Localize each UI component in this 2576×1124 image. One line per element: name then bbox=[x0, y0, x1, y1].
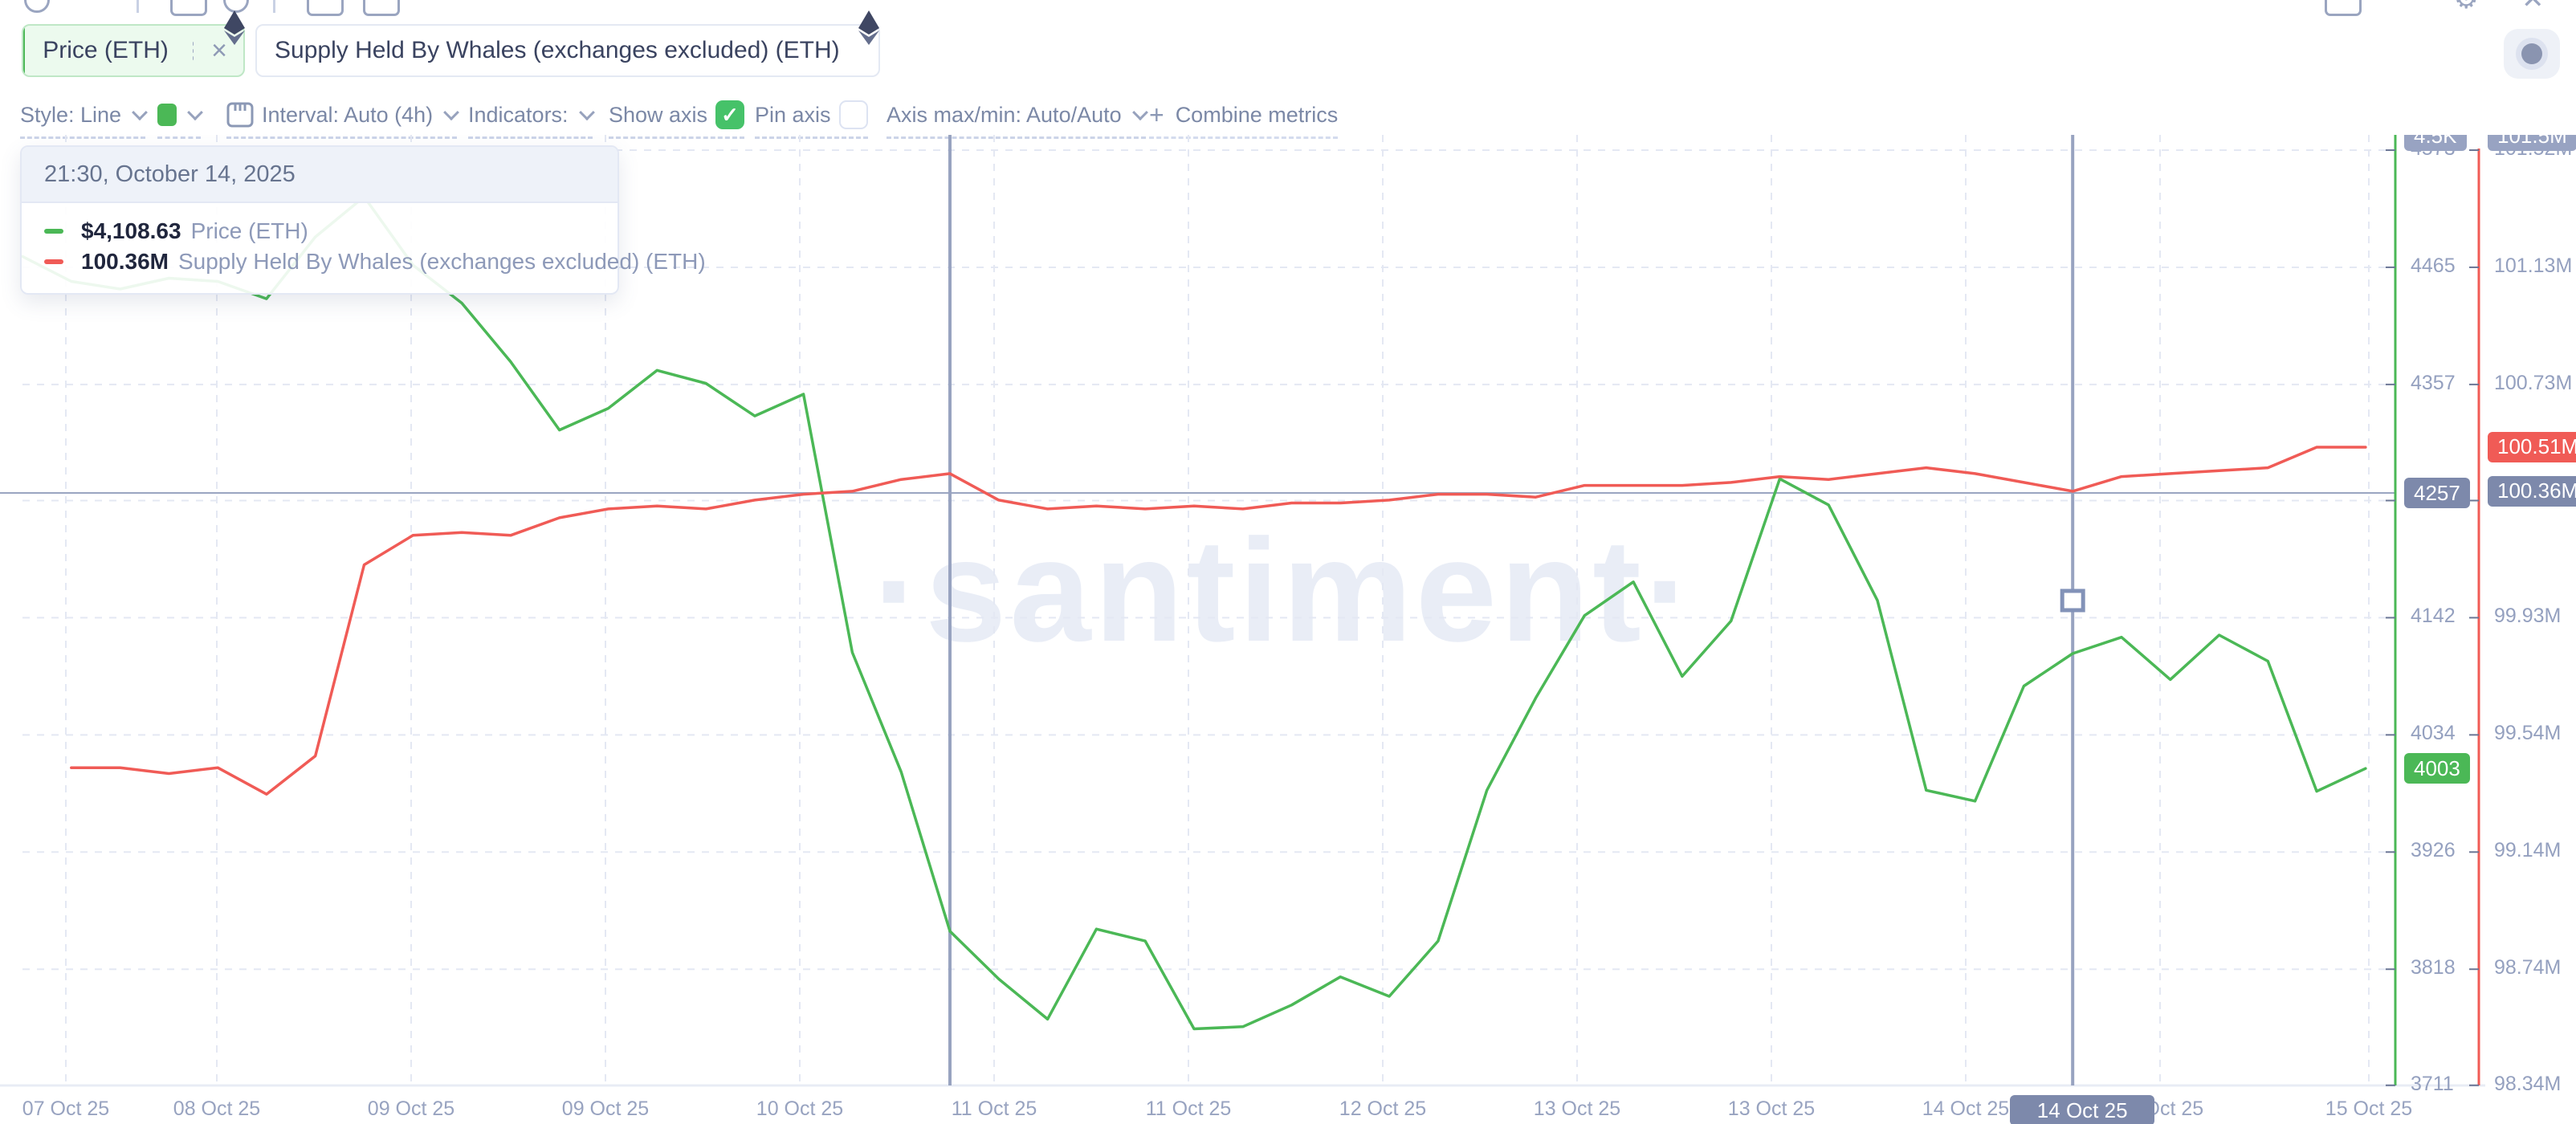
price-tick-label: 4465 bbox=[2411, 254, 2456, 277]
save-layout-icon[interactable] bbox=[307, 0, 344, 16]
tab-supply-held-by-whales[interactable]: Supply Held By Whales (exchanges exclude… bbox=[255, 24, 880, 77]
combine-metrics-button[interactable]: + Combine metrics bbox=[1149, 96, 1339, 139]
tab-label: Price (ETH) bbox=[43, 37, 169, 63]
pin-axis-label: Pin axis bbox=[755, 102, 831, 127]
supply-line bbox=[70, 446, 2367, 796]
supply-axis-max-badge[interactable]: 101.5M bbox=[2488, 135, 2576, 151]
tab-color-bar bbox=[23, 26, 26, 75]
indicators-label: Indicators: bbox=[468, 102, 569, 127]
date-tick-label: 10 Oct 25 bbox=[756, 1098, 844, 1120]
price-axis-max-badge[interactable]: 4.5K bbox=[2404, 135, 2467, 151]
supply-tick-label: 99.54M bbox=[2494, 722, 2562, 745]
tab-menu-icon[interactable] bbox=[192, 48, 194, 53]
show-axis-label: Show axis bbox=[609, 102, 708, 127]
santiment-watermark: ·santiment· bbox=[873, 508, 1697, 672]
supply-tick-label: 99.14M bbox=[2494, 839, 2562, 862]
indicators-dropdown[interactable]: Indicators: bbox=[468, 96, 595, 139]
price-tick-label: 4142 bbox=[2411, 605, 2456, 628]
date-tick-label: 14 Oct 25 bbox=[1922, 1098, 2010, 1120]
marker-drag-handle[interactable] bbox=[2060, 588, 2085, 613]
settings-gear-icon[interactable]: ⚙ bbox=[2454, 0, 2478, 13]
interval-icon bbox=[226, 102, 254, 128]
new-chart-icon[interactable] bbox=[170, 0, 207, 16]
price-last-value-badge: 4003 bbox=[2404, 753, 2470, 784]
date-tick-label: 13 Oct 25 bbox=[1533, 1098, 1621, 1120]
tooltip-series-label: Price (ETH) bbox=[190, 218, 308, 243]
date-tick-label: 13 Oct 25 bbox=[1727, 1098, 1816, 1120]
tooltip-value: 100.36M bbox=[81, 249, 169, 274]
price-tick-label: 3818 bbox=[2411, 956, 2456, 979]
crosshair-supply-badge: 100.36M bbox=[2488, 475, 2576, 507]
chevron-down-icon bbox=[443, 104, 460, 121]
show-axis-checkbox[interactable]: ✓ bbox=[715, 100, 745, 129]
chevron-down-icon bbox=[187, 104, 203, 121]
supply-tick-label: 101.13M bbox=[2494, 254, 2573, 277]
more-options-icon[interactable]: ⋯ bbox=[2389, 0, 2416, 11]
pin-axis-toggle[interactable]: Pin axis bbox=[755, 96, 868, 139]
series-dash-icon bbox=[44, 259, 63, 264]
price-tick-label: 4034 bbox=[2411, 722, 2456, 745]
tab-price-eth[interactable]: Price (ETH) × bbox=[22, 24, 245, 77]
camera-icon[interactable] bbox=[2325, 0, 2362, 16]
chart-area[interactable]: ·santiment· 4573446543574250414240343926… bbox=[0, 135, 2576, 1124]
price-tick-label: 3926 bbox=[2411, 839, 2456, 862]
chevron-down-icon bbox=[1131, 104, 1148, 121]
tooltip-value: $4,108.63 bbox=[81, 218, 181, 243]
tooltip-body: $4,108.63 Price (ETH) 100.36M Supply Held B… bbox=[22, 203, 706, 293]
interval-dropdown[interactable]: Interval: Auto (4h) bbox=[226, 96, 460, 139]
date-tick-label: 15 Oct 25 bbox=[2325, 1098, 2413, 1120]
toolbar-divider bbox=[137, 0, 139, 13]
history-icon[interactable] bbox=[24, 0, 50, 13]
tab-label: Supply Held By Whales (exchanges exclude… bbox=[275, 37, 840, 63]
tooltip-row: 100.36M Supply Held By Whales (exchanges … bbox=[44, 246, 706, 277]
show-axis-toggle[interactable]: Show axis ✓ bbox=[609, 96, 745, 139]
chart-tooltip: 21:30, October 14, 2025 $4,108.63 Price (… bbox=[20, 145, 706, 295]
price-tick-label: 4357 bbox=[2411, 371, 2456, 394]
axis-maxmin-label: Axis max/min: Auto/Auto bbox=[887, 102, 1122, 127]
date-tick-label: 11 Oct 25 bbox=[951, 1098, 1037, 1120]
date-tick-label: 09 Oct 25 bbox=[561, 1098, 650, 1120]
style-dropdown[interactable]: Style: Line bbox=[20, 96, 148, 139]
eth-logo-icon bbox=[851, 6, 887, 48]
axis-maxmin-dropdown[interactable]: Axis max/min: Auto/Auto bbox=[887, 96, 1148, 139]
tab-close-icon[interactable]: × bbox=[211, 35, 227, 66]
pin-axis-checkbox[interactable] bbox=[838, 100, 868, 129]
price-tick-label: 3711 bbox=[2411, 1072, 2454, 1095]
supply-tick-label: 100.73M bbox=[2494, 371, 2573, 394]
date-tick-label: 12 Oct 25 bbox=[1339, 1098, 1427, 1120]
combine-metrics-label: Combine metrics bbox=[1175, 102, 1339, 127]
date-tick-label: 08 Oct 25 bbox=[173, 1098, 261, 1120]
export-icon[interactable] bbox=[363, 0, 400, 16]
tooltip-row: $4,108.63 Price (ETH) bbox=[44, 216, 601, 246]
crosshair-date-badge: 14 Oct 25 bbox=[2010, 1095, 2155, 1124]
tooltip-datetime: 21:30, October 14, 2025 bbox=[22, 147, 618, 203]
record-ring bbox=[2516, 38, 2548, 70]
interval-label: Interval: Auto (4h) bbox=[262, 102, 434, 127]
crosshair-price-badge: 4257 bbox=[2404, 478, 2470, 508]
style-label: Style: Line bbox=[20, 102, 122, 127]
price-line bbox=[21, 195, 2367, 1031]
date-tick-label: 07 Oct 25 bbox=[22, 1098, 110, 1120]
eth-logo-icon bbox=[217, 6, 252, 48]
supply-tick-label: 98.34M bbox=[2494, 1072, 2562, 1095]
chevron-down-icon bbox=[578, 104, 595, 121]
toolbar-divider bbox=[273, 0, 275, 13]
date-tick-label: 11 Oct 25 bbox=[1145, 1098, 1232, 1120]
supply-last-value-badge: 100.51M bbox=[2488, 431, 2576, 462]
tooltip-series-label: Supply Held By Whales (exchanges exclude… bbox=[177, 249, 706, 274]
series-dash-icon bbox=[44, 229, 63, 234]
chevron-down-icon bbox=[132, 104, 148, 121]
record-dot-icon bbox=[2521, 43, 2542, 64]
plus-icon: + bbox=[1149, 100, 1164, 129]
color-swatch bbox=[157, 104, 177, 126]
fullscreen-icon[interactable]: ✕ bbox=[2521, 0, 2545, 13]
record-indicator-button[interactable] bbox=[2504, 29, 2560, 79]
supply-tick-label: 98.74M bbox=[2494, 956, 2562, 979]
date-tick-label: 09 Oct 25 bbox=[367, 1098, 455, 1120]
supply-tick-label: 99.93M bbox=[2494, 605, 2562, 628]
series-color-dropdown[interactable] bbox=[157, 96, 203, 139]
